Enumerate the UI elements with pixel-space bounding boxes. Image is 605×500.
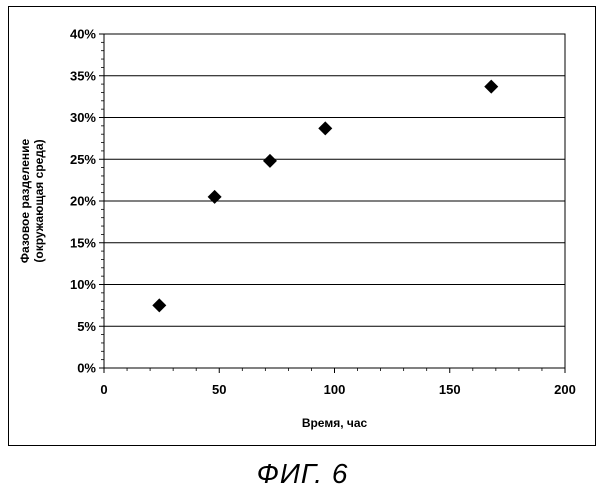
x-axis-title: Время, час xyxy=(302,416,368,430)
y-tick-label: 25% xyxy=(70,152,96,167)
y-tick-label: 20% xyxy=(70,194,96,209)
data-point xyxy=(484,80,498,94)
data-point xyxy=(152,298,166,312)
y-tick-label: 35% xyxy=(70,68,96,83)
y-tick-label: 0% xyxy=(77,361,96,376)
y-tick-label: 5% xyxy=(77,319,96,334)
figure-caption: ФИГ. 6 xyxy=(0,458,605,490)
y-axis-title-line: Фазовое разделение xyxy=(18,138,32,263)
x-tick-label: 150 xyxy=(439,382,461,397)
gridlines xyxy=(104,76,565,327)
y-tick-label: 15% xyxy=(70,235,96,250)
y-tick-label: 10% xyxy=(70,277,96,292)
data-point xyxy=(318,121,332,135)
chart-frame: 0% 5% 10% 15% 20% 25% 30% 35% 40% 0 50 100 150 200 Вре… xyxy=(8,6,596,446)
y-axis-title-line: (окружающая среда) xyxy=(32,139,46,262)
y-tick-label: 40% xyxy=(70,27,96,42)
x-tick-label: 200 xyxy=(554,382,576,397)
x-tick-label: 100 xyxy=(324,382,346,397)
y-tick-label: 30% xyxy=(70,110,96,125)
scatter-chart: 0% 5% 10% 15% 20% 25% 30% 35% 40% 0 50 100 150 200 Вре… xyxy=(9,7,597,447)
x-tick-label: 50 xyxy=(212,382,226,397)
data-point xyxy=(263,154,277,168)
data-point xyxy=(208,190,222,204)
data-points xyxy=(152,80,498,313)
x-tick-label: 0 xyxy=(100,382,107,397)
